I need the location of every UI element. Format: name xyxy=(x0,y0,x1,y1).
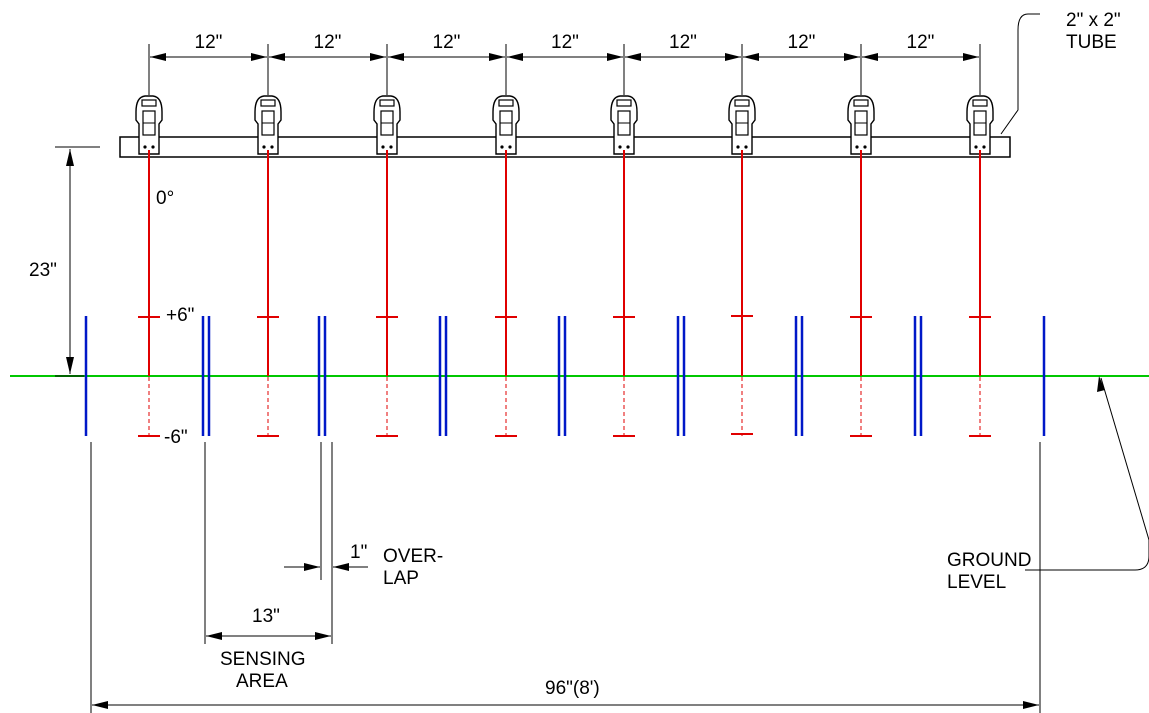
coverage-bar-6 xyxy=(676,316,686,436)
spacing-arrow-right xyxy=(251,53,267,61)
spacing-arrow-left xyxy=(388,53,404,61)
coverage-bar-3 xyxy=(317,316,327,436)
spacing-label: 12" xyxy=(314,32,342,53)
sensor-bolt xyxy=(863,145,867,149)
sensing-arrow-left xyxy=(206,632,222,640)
sensor-lens xyxy=(616,99,632,107)
sensor-bolt xyxy=(151,145,155,149)
tube-label-line2: TUBE xyxy=(1066,32,1117,53)
sensor-bolt xyxy=(508,145,512,149)
spacing-arrow-right xyxy=(607,53,623,61)
sensor-bolt xyxy=(381,145,385,149)
sensor-2 xyxy=(254,95,282,155)
sensor-bolt xyxy=(143,145,147,149)
spacing-label: 12" xyxy=(195,32,223,53)
spacing-arrow-left xyxy=(507,53,523,61)
sensor-lens xyxy=(141,99,157,107)
overlap-text-line1: OVER- xyxy=(383,546,443,567)
coverage-bar-8 xyxy=(913,316,923,436)
sensor-bolt xyxy=(982,145,986,149)
coverage-bar-7 xyxy=(794,316,804,436)
sensor-lens xyxy=(853,99,869,107)
sensing-text-line1: SENSING xyxy=(220,649,306,670)
beam-group xyxy=(138,150,991,437)
spacing-label: 12" xyxy=(907,32,935,53)
coverage-bar-4 xyxy=(438,316,448,436)
sensor-bolt xyxy=(262,145,266,149)
sensor-5 xyxy=(610,95,638,155)
sensing-arrow-right xyxy=(315,632,331,640)
spacing-label: 12" xyxy=(433,32,461,53)
sensor-body xyxy=(728,95,756,155)
sensor-bolt xyxy=(626,145,630,149)
sensor-6 xyxy=(728,95,756,155)
total-dim-label: 96"(8') xyxy=(545,678,600,699)
spacing-arrow-left xyxy=(269,53,285,61)
sensor-lens xyxy=(972,99,988,107)
sensing-text-line2: AREA xyxy=(236,671,288,692)
angle-label: 0° xyxy=(156,188,174,209)
sensor-bolt xyxy=(500,145,504,149)
overlap-text-line2: LAP xyxy=(383,568,419,589)
spacing-label: 12" xyxy=(788,32,816,53)
sensor-bolt xyxy=(736,145,740,149)
spacing-arrow-right xyxy=(370,53,386,61)
spacing-label: 12" xyxy=(669,32,697,53)
overlap-arrow-right xyxy=(333,563,349,571)
sensor-body xyxy=(847,95,875,155)
height-label: 23" xyxy=(29,260,57,281)
sensor-1 xyxy=(135,95,163,155)
mounting-tube xyxy=(119,136,1011,158)
sensor-body xyxy=(610,95,638,155)
total-arrow-right xyxy=(1023,701,1039,709)
spacing-arrow-left xyxy=(862,53,878,61)
overlap-dim-label: 1" xyxy=(350,542,367,563)
sensor-body xyxy=(135,95,163,155)
tube-leader xyxy=(1000,13,1040,135)
coverage-bar-2 xyxy=(201,316,211,436)
total-arrow-left xyxy=(92,701,108,709)
sensor-bolt xyxy=(618,145,622,149)
sensor-bolt xyxy=(974,145,978,149)
spacing-arrow-right xyxy=(489,53,505,61)
sensor-lens xyxy=(498,99,514,107)
lower-tolerance-label: -6" xyxy=(164,427,188,448)
sensor-lens xyxy=(734,99,750,107)
sensor-body xyxy=(492,95,520,155)
coverage-bar-5 xyxy=(557,316,567,436)
spacing-dimensions: 12" 12" 12" 12" 12" 12" 12" xyxy=(148,32,981,95)
sensor-lens xyxy=(260,99,276,107)
spacing-arrow-left xyxy=(150,53,166,61)
spacing-arrow-right xyxy=(725,53,741,61)
spacing-arrow-left xyxy=(625,53,641,61)
sensing-dim-label: 13" xyxy=(252,606,280,627)
height-arrow-bottom xyxy=(66,357,74,374)
spacing-arrow-right xyxy=(844,53,860,61)
sensor-body xyxy=(373,95,401,155)
sensor-group xyxy=(135,95,994,155)
sensor-bolt xyxy=(389,145,393,149)
sensor-bolt xyxy=(270,145,274,149)
overlap-arrow-left xyxy=(304,563,320,571)
sensor-bolt xyxy=(855,145,859,149)
ground-text-line2: LEVEL xyxy=(947,572,1006,593)
ground-leader-arrow xyxy=(1097,376,1105,392)
sensor-bolt xyxy=(744,145,748,149)
spacing-label: 12" xyxy=(551,32,579,53)
sensor-7 xyxy=(847,95,875,155)
sensor-body xyxy=(254,95,282,155)
upper-tolerance-label: +6" xyxy=(166,305,194,326)
sensor-body xyxy=(966,95,994,155)
height-arrow-top xyxy=(66,149,74,166)
spacing-arrow-left xyxy=(743,53,759,61)
sensor-3 xyxy=(373,95,401,155)
sensor-lens xyxy=(379,99,395,107)
ground-text-line1: GROUND xyxy=(947,550,1031,571)
spacing-arrow-right xyxy=(963,53,979,61)
coverage-group xyxy=(84,316,1046,436)
tube-label-line1: 2" x 2" xyxy=(1066,10,1121,31)
sensor-8 xyxy=(966,95,994,155)
sensor-4 xyxy=(492,95,520,155)
